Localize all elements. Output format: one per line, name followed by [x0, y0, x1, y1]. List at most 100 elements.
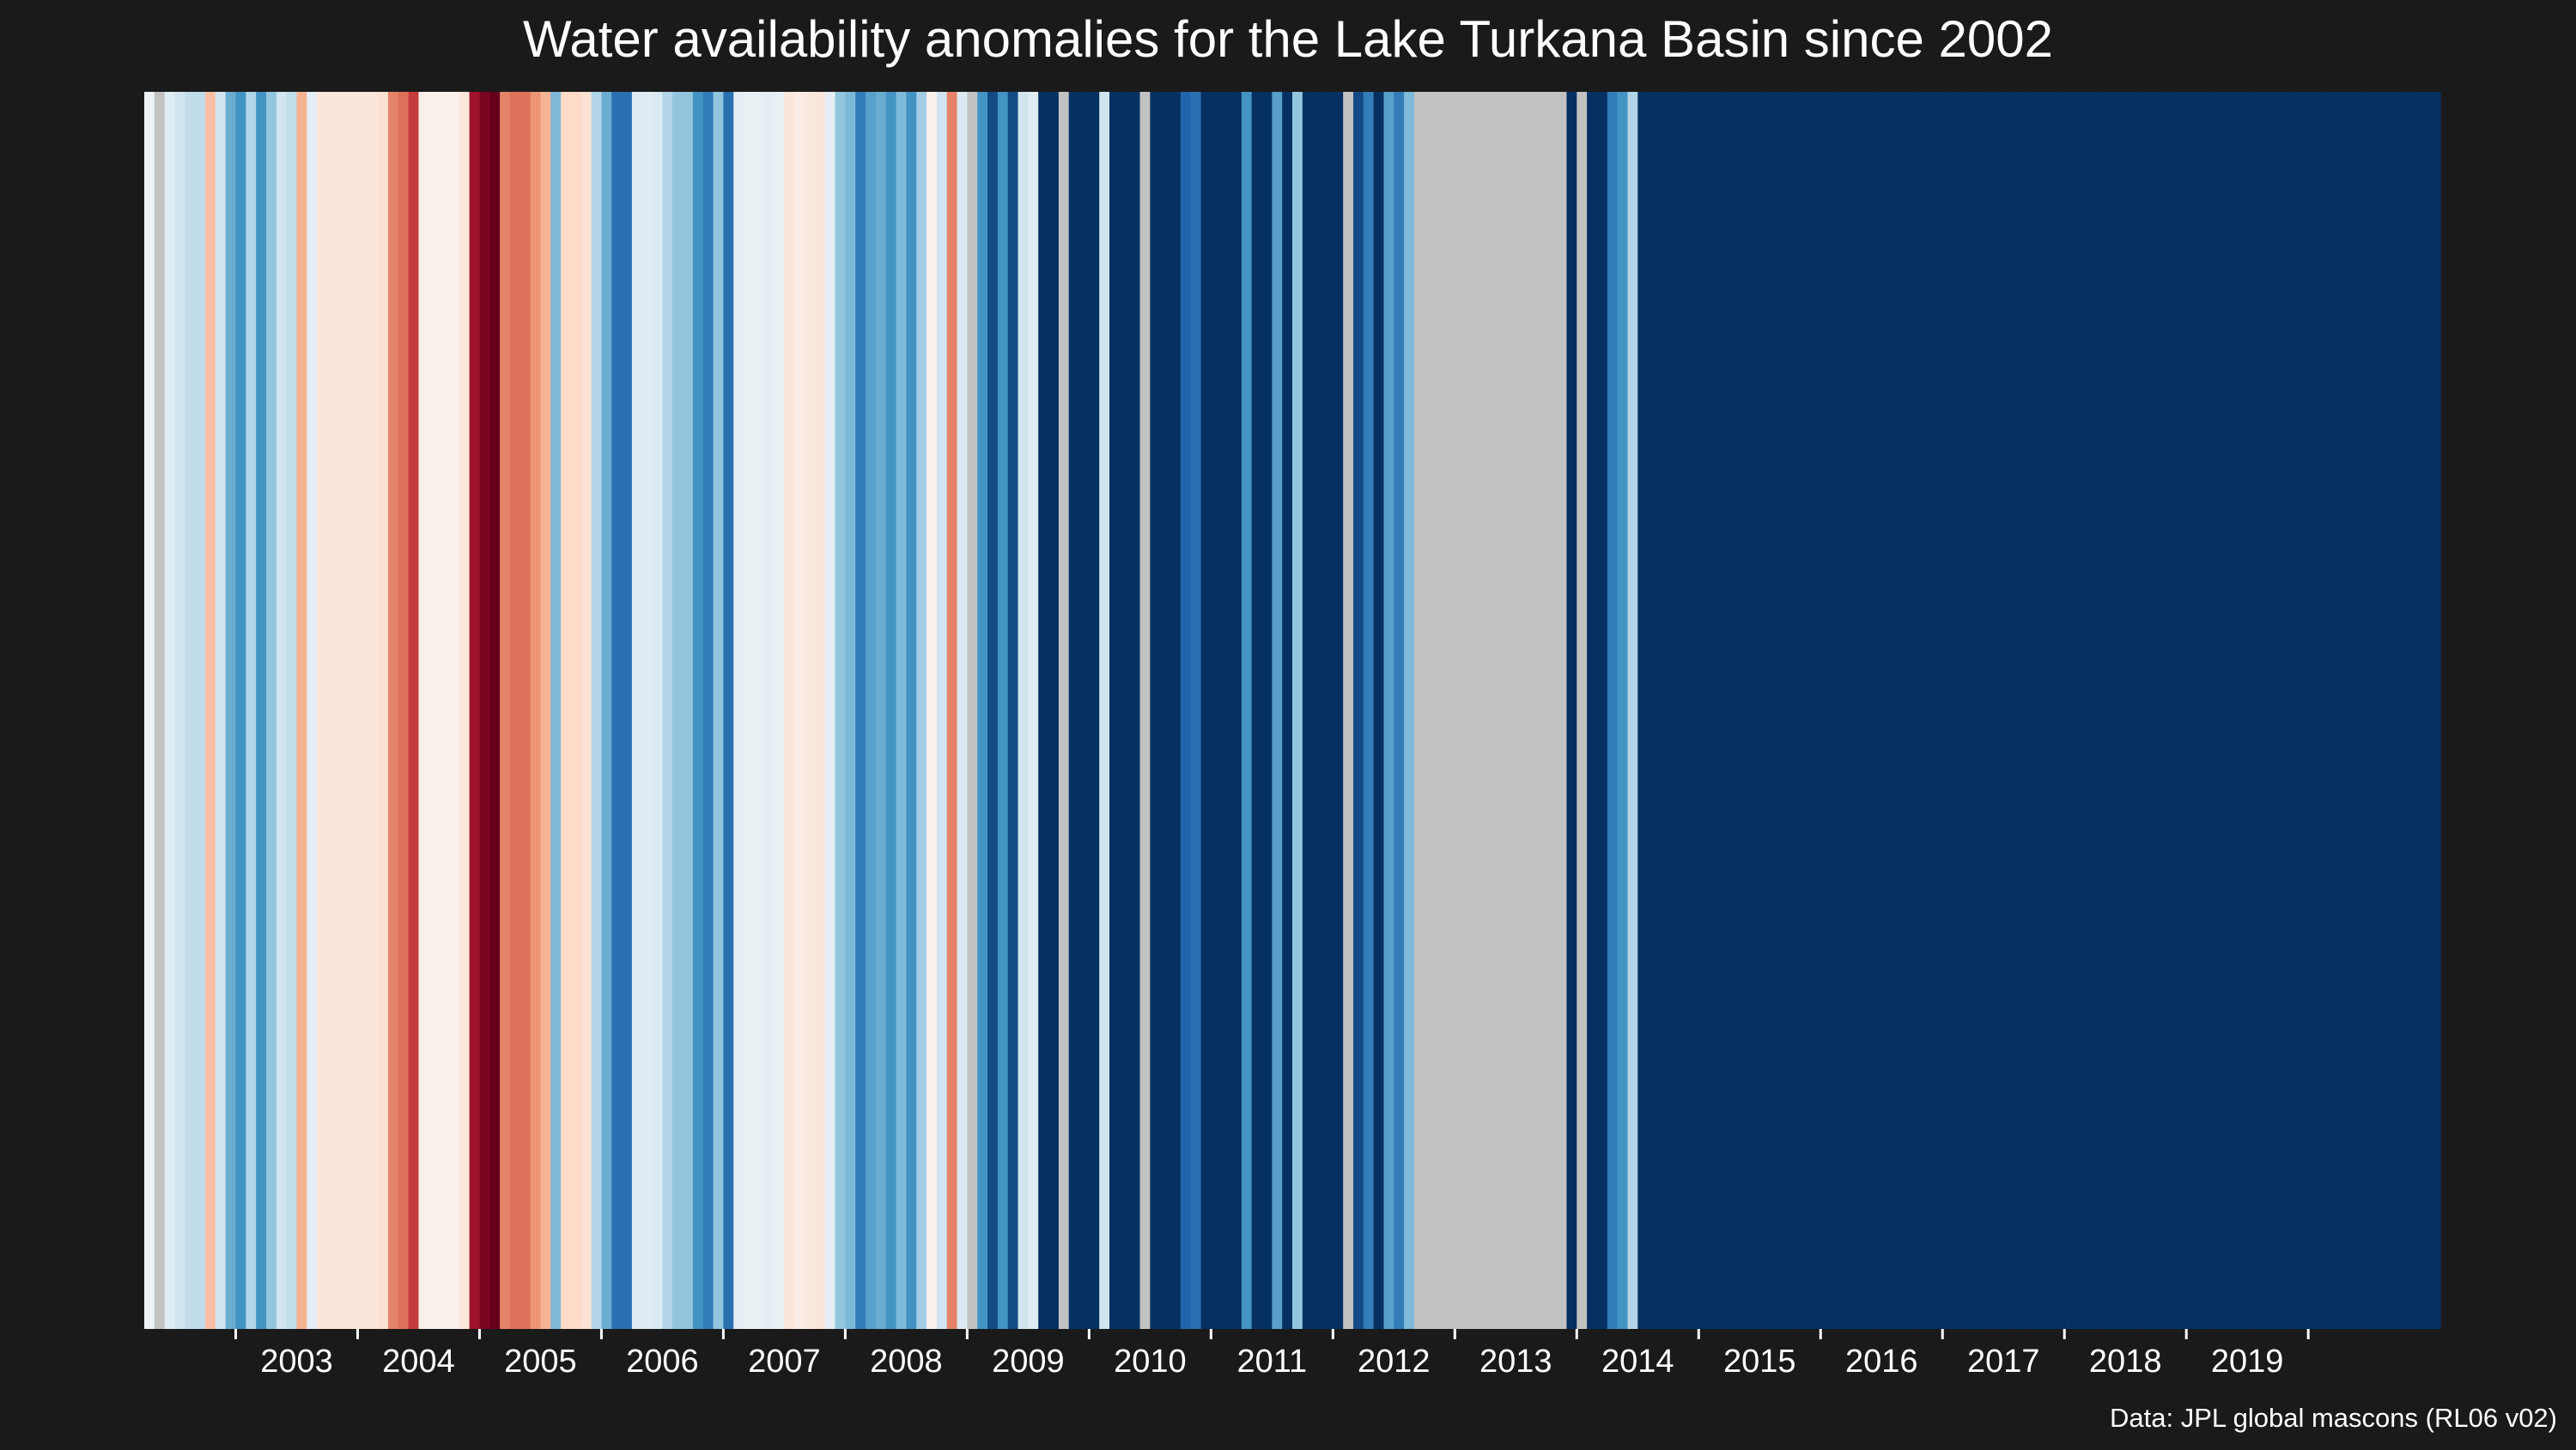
stripe: [753, 92, 765, 1329]
stripe: [439, 92, 450, 1329]
stripe: [1292, 92, 1303, 1329]
stripe: [1170, 92, 1182, 1329]
stripe: [2033, 92, 2045, 1329]
stripe: [1485, 92, 1497, 1329]
stripe: [378, 92, 389, 1329]
x-tick-label: 2006: [626, 1344, 699, 1380]
stripe: [1678, 92, 1690, 1329]
stripe: [387, 92, 399, 1329]
x-tick-label: 2014: [1601, 1344, 1674, 1380]
stripe: [307, 92, 318, 1329]
stripe: [1444, 92, 1455, 1329]
stripe: [1709, 92, 1720, 1329]
stripe: [835, 92, 846, 1329]
stripe: [357, 92, 368, 1329]
stripe: [855, 92, 866, 1329]
stripe: [1424, 92, 1436, 1329]
stripe: [1770, 92, 1781, 1329]
stripe: [2257, 92, 2269, 1329]
stripe: [1119, 92, 1131, 1329]
stripe: [2125, 92, 2136, 1329]
stripe: [2064, 92, 2075, 1329]
stripe: [1333, 92, 1344, 1329]
stripe: [1211, 92, 1222, 1329]
stripe: [1160, 92, 1171, 1329]
stripe: [2359, 92, 2370, 1329]
stripe: [936, 92, 948, 1329]
stripe: [1688, 92, 1699, 1329]
stripe: [2075, 92, 2086, 1329]
stripe: [662, 92, 673, 1329]
stripe: [347, 92, 359, 1329]
stripe: [641, 92, 653, 1329]
stripe: [683, 92, 694, 1329]
stripe: [428, 92, 440, 1329]
stripe: [1200, 92, 1212, 1329]
stripe: [927, 92, 938, 1329]
stripe: [204, 92, 216, 1329]
stripe: [1892, 92, 1903, 1329]
stripes-group: [144, 92, 2441, 1329]
stripe: [1942, 92, 1953, 1329]
stripe: [2328, 92, 2340, 1329]
stripe: [2287, 92, 2299, 1329]
stripe: [1850, 92, 1862, 1329]
stripe: [1953, 92, 1964, 1329]
stripe: [1840, 92, 1852, 1329]
stripe: [2379, 92, 2391, 1329]
stripe: [1820, 92, 1832, 1329]
stripe: [1078, 92, 1090, 1329]
stripe: [1099, 92, 1110, 1329]
stripe: [1779, 92, 1791, 1329]
stripe: [2338, 92, 2350, 1329]
stripe: [1465, 92, 1476, 1329]
stripe: [1526, 92, 1537, 1329]
stripe: [713, 92, 725, 1329]
stripe: [1007, 92, 1019, 1329]
stripe: [2186, 92, 2197, 1329]
stripe: [2166, 92, 2177, 1329]
stripe: [1068, 92, 1080, 1329]
stripe: [1129, 92, 1141, 1329]
stripe: [580, 92, 592, 1329]
x-tick-label: 2019: [2211, 1344, 2284, 1380]
stripe: [1221, 92, 1232, 1329]
stripe: [2206, 92, 2218, 1329]
stripe: [1018, 92, 1029, 1329]
stripe: [1861, 92, 1873, 1329]
x-tick-label: 2012: [1358, 1344, 1431, 1380]
stripe: [195, 92, 206, 1329]
stripe: [672, 92, 683, 1329]
stripe: [368, 92, 379, 1329]
stripe: [622, 92, 633, 1329]
stripe: [1993, 92, 2004, 1329]
stripe: [1556, 92, 1568, 1329]
stripe: [1718, 92, 1730, 1329]
stripe: [2420, 92, 2431, 1329]
stripe: [1241, 92, 1253, 1329]
stripe: [1434, 92, 1446, 1329]
stripe: [256, 92, 267, 1329]
stripe: [702, 92, 714, 1329]
x-tick-label: 2017: [1967, 1344, 2040, 1380]
stripe: [2136, 92, 2147, 1329]
stripe: [957, 92, 968, 1329]
stripe: [1404, 92, 1415, 1329]
stripe: [2430, 92, 2441, 1329]
stripe: [1139, 92, 1151, 1329]
stripe: [977, 92, 988, 1329]
stripe: [1617, 92, 1629, 1329]
stripe: [164, 92, 176, 1329]
stripe: [1109, 92, 1121, 1329]
stripe: [469, 92, 481, 1329]
stripe: [916, 92, 927, 1329]
stripe: [459, 92, 471, 1329]
stripe: [1302, 92, 1314, 1329]
stripe: [2196, 92, 2208, 1329]
x-tick-label: 2005: [504, 1344, 577, 1380]
stripe: [866, 92, 877, 1329]
stripe: [479, 92, 490, 1329]
stripe: [997, 92, 1009, 1329]
stripe: [1831, 92, 1842, 1329]
stripe: [296, 92, 307, 1329]
